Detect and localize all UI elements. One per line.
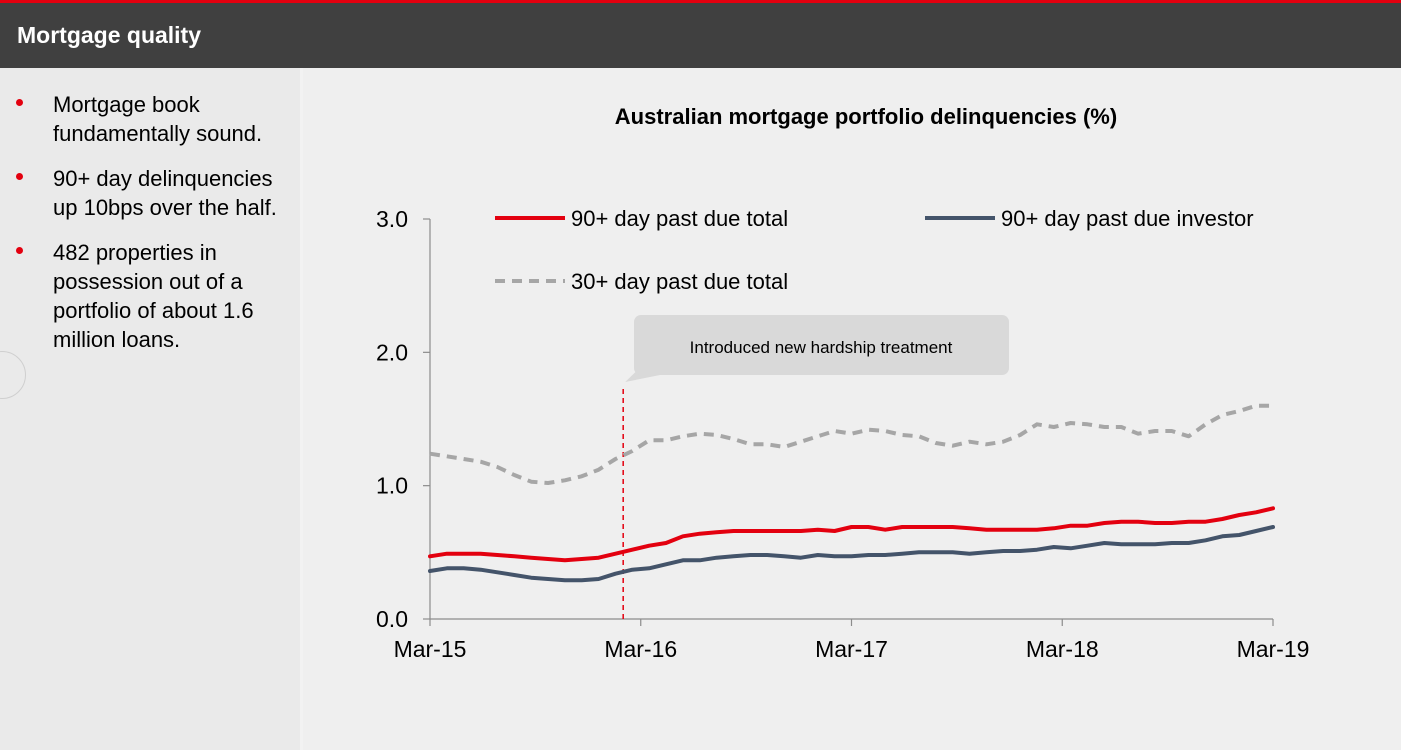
bullet-dot-icon: [16, 99, 23, 106]
bullet-dot-icon: [16, 247, 23, 254]
delinquency-chart: Australian mortgage portfolio delinquenc…: [376, 104, 1310, 662]
annotation-text: Introduced new hardship treatment: [690, 338, 953, 357]
y-tick-label: 2.0: [376, 339, 408, 365]
x-tick-label: Mar-16: [604, 636, 677, 662]
top-accent-rule: [0, 0, 1401, 3]
x-tick-label: Mar-17: [815, 636, 888, 662]
bullet-item: 482 properties in possession out of a po…: [0, 238, 300, 354]
bullet-text: 482 properties in possession out of a po…: [53, 240, 254, 352]
x-tick-label: Mar-15: [394, 636, 467, 662]
bullet-item: Mortgage book fundamentally sound.: [0, 90, 300, 148]
chart-panel: Australian mortgage portfolio delinquenc…: [303, 68, 1401, 750]
series-line-0: [428, 506, 1275, 563]
y-tick-label: 0.0: [376, 606, 408, 632]
legend-label: 90+ day past due investor: [1001, 206, 1254, 231]
y-tick-label: 1.0: [376, 473, 408, 499]
chart-title: Australian mortgage portfolio delinquenc…: [615, 104, 1117, 129]
bullet-text: Mortgage book fundamentally sound.: [53, 92, 263, 146]
sidebar-panel: Mortgage book fundamentally sound. 90+ d…: [0, 68, 300, 750]
bullet-list: Mortgage book fundamentally sound. 90+ d…: [0, 90, 300, 370]
x-tick-label: Mar-18: [1026, 636, 1099, 662]
bullet-text: 90+ day delinquencies up 10bps over the …: [53, 166, 277, 220]
bullet-item: 90+ day delinquencies up 10bps over the …: [0, 164, 300, 222]
x-tick-label: Mar-19: [1237, 636, 1310, 662]
annotation-box: [634, 315, 1009, 375]
slide-header: Mortgage quality: [0, 3, 1401, 68]
legend-label: 90+ day past due total: [571, 206, 788, 231]
bullet-dot-icon: [16, 173, 23, 180]
page-title: Mortgage quality: [17, 22, 202, 48]
legend-label: 30+ day past due total: [571, 269, 788, 294]
y-tick-label: 3.0: [376, 206, 408, 232]
series-line-2: [429, 403, 1273, 485]
series-line-1: [428, 525, 1275, 583]
